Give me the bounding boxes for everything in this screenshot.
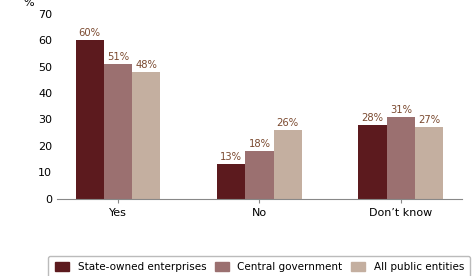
Text: 27%: 27% [418, 115, 440, 125]
Bar [217, 164, 245, 199]
Text: 28%: 28% [362, 113, 384, 123]
Legend: State-owned enterprises, Central government, All public entities: State-owned enterprises, Central governm… [49, 256, 470, 276]
Text: 31%: 31% [390, 105, 412, 115]
Text: 60%: 60% [79, 28, 100, 38]
Text: 13%: 13% [220, 152, 242, 162]
Bar [132, 72, 160, 199]
Y-axis label: %: % [23, 0, 34, 8]
Text: 51%: 51% [107, 52, 129, 62]
Bar [415, 128, 443, 199]
Bar [274, 130, 302, 199]
Text: 26%: 26% [277, 118, 299, 128]
Bar [387, 117, 415, 199]
Text: 48%: 48% [135, 60, 157, 70]
Bar [76, 40, 104, 199]
Bar [104, 64, 132, 199]
Bar [358, 125, 387, 199]
Text: 18%: 18% [248, 139, 270, 149]
Bar [245, 151, 274, 199]
